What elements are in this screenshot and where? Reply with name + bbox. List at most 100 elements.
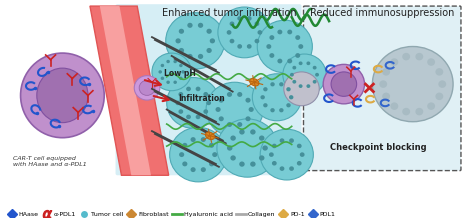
Circle shape xyxy=(203,92,208,97)
Circle shape xyxy=(287,59,292,63)
Ellipse shape xyxy=(205,132,215,140)
Circle shape xyxy=(299,61,302,65)
Circle shape xyxy=(313,80,317,84)
Circle shape xyxy=(198,23,203,28)
FancyBboxPatch shape xyxy=(303,6,461,171)
Circle shape xyxy=(263,87,268,91)
Circle shape xyxy=(227,122,232,127)
Circle shape xyxy=(178,109,183,114)
Circle shape xyxy=(161,77,164,80)
Ellipse shape xyxy=(250,78,259,86)
Circle shape xyxy=(198,54,203,59)
Circle shape xyxy=(260,95,265,99)
Circle shape xyxy=(246,98,251,103)
Circle shape xyxy=(182,143,187,148)
Circle shape xyxy=(187,54,192,59)
Circle shape xyxy=(290,73,294,77)
Circle shape xyxy=(272,161,277,165)
Circle shape xyxy=(182,162,187,166)
Circle shape xyxy=(289,95,293,99)
Ellipse shape xyxy=(37,68,88,123)
Circle shape xyxy=(191,167,196,172)
Circle shape xyxy=(269,152,274,157)
Ellipse shape xyxy=(218,7,271,58)
Circle shape xyxy=(292,80,296,84)
Circle shape xyxy=(230,155,236,161)
Circle shape xyxy=(209,143,214,148)
Circle shape xyxy=(250,129,255,135)
Circle shape xyxy=(270,108,275,112)
Circle shape xyxy=(186,115,191,119)
Circle shape xyxy=(212,152,217,157)
Circle shape xyxy=(402,53,410,60)
Ellipse shape xyxy=(373,46,453,122)
Circle shape xyxy=(277,30,283,34)
Circle shape xyxy=(289,138,294,143)
Ellipse shape xyxy=(152,53,191,91)
Circle shape xyxy=(415,53,423,60)
Circle shape xyxy=(229,21,234,26)
Circle shape xyxy=(166,81,170,84)
Circle shape xyxy=(178,92,183,97)
Circle shape xyxy=(246,116,251,121)
Circle shape xyxy=(255,39,259,43)
Circle shape xyxy=(263,103,268,107)
Circle shape xyxy=(239,162,245,167)
Circle shape xyxy=(436,93,443,100)
Circle shape xyxy=(298,44,303,49)
Circle shape xyxy=(187,23,192,28)
Circle shape xyxy=(219,116,224,121)
Circle shape xyxy=(277,59,283,63)
Polygon shape xyxy=(100,6,151,175)
Ellipse shape xyxy=(283,54,326,95)
Circle shape xyxy=(266,44,271,49)
FancyBboxPatch shape xyxy=(116,4,301,175)
Circle shape xyxy=(279,82,283,86)
Circle shape xyxy=(269,53,274,58)
Circle shape xyxy=(382,93,390,100)
Circle shape xyxy=(269,35,274,40)
Circle shape xyxy=(270,82,275,86)
Circle shape xyxy=(248,107,254,112)
Circle shape xyxy=(287,30,292,34)
Circle shape xyxy=(196,87,201,91)
Ellipse shape xyxy=(134,76,160,100)
Circle shape xyxy=(166,60,170,63)
Polygon shape xyxy=(90,6,169,175)
Circle shape xyxy=(175,101,180,105)
Circle shape xyxy=(382,68,390,76)
Circle shape xyxy=(415,108,423,115)
Circle shape xyxy=(279,108,283,112)
Circle shape xyxy=(207,29,212,34)
Circle shape xyxy=(237,44,242,49)
Circle shape xyxy=(297,161,301,165)
Circle shape xyxy=(227,30,231,35)
Circle shape xyxy=(201,137,206,142)
Ellipse shape xyxy=(309,6,462,166)
Circle shape xyxy=(438,80,446,88)
Circle shape xyxy=(173,81,177,84)
Ellipse shape xyxy=(217,119,278,177)
Circle shape xyxy=(402,108,410,115)
Circle shape xyxy=(250,162,255,167)
Circle shape xyxy=(257,30,262,35)
Circle shape xyxy=(237,92,242,97)
Circle shape xyxy=(427,102,435,110)
Circle shape xyxy=(230,135,236,141)
Circle shape xyxy=(210,38,215,43)
Circle shape xyxy=(179,48,184,53)
Circle shape xyxy=(391,102,398,110)
Text: CAR-T cell equipped
with HAase and α-PDL1: CAR-T cell equipped with HAase and α-PDL… xyxy=(13,157,87,167)
Ellipse shape xyxy=(206,82,263,137)
Circle shape xyxy=(263,145,268,151)
Text: Enhanced tumor infiltration: Enhanced tumor infiltration xyxy=(163,8,297,18)
Legend: HAase, α-PDL1, Tumor cell, Fibroblast, Hyaluronic acid, Collagen, PD-1, PDL1: HAase, α-PDL1, Tumor cell, Fibroblast, H… xyxy=(5,209,338,218)
Circle shape xyxy=(209,162,214,166)
Circle shape xyxy=(272,144,277,148)
Text: Reduced immunosuppression: Reduced immunosuppression xyxy=(310,8,455,18)
Circle shape xyxy=(280,138,284,143)
Circle shape xyxy=(179,29,184,34)
Circle shape xyxy=(207,48,212,53)
Ellipse shape xyxy=(257,20,312,73)
Circle shape xyxy=(227,145,232,151)
